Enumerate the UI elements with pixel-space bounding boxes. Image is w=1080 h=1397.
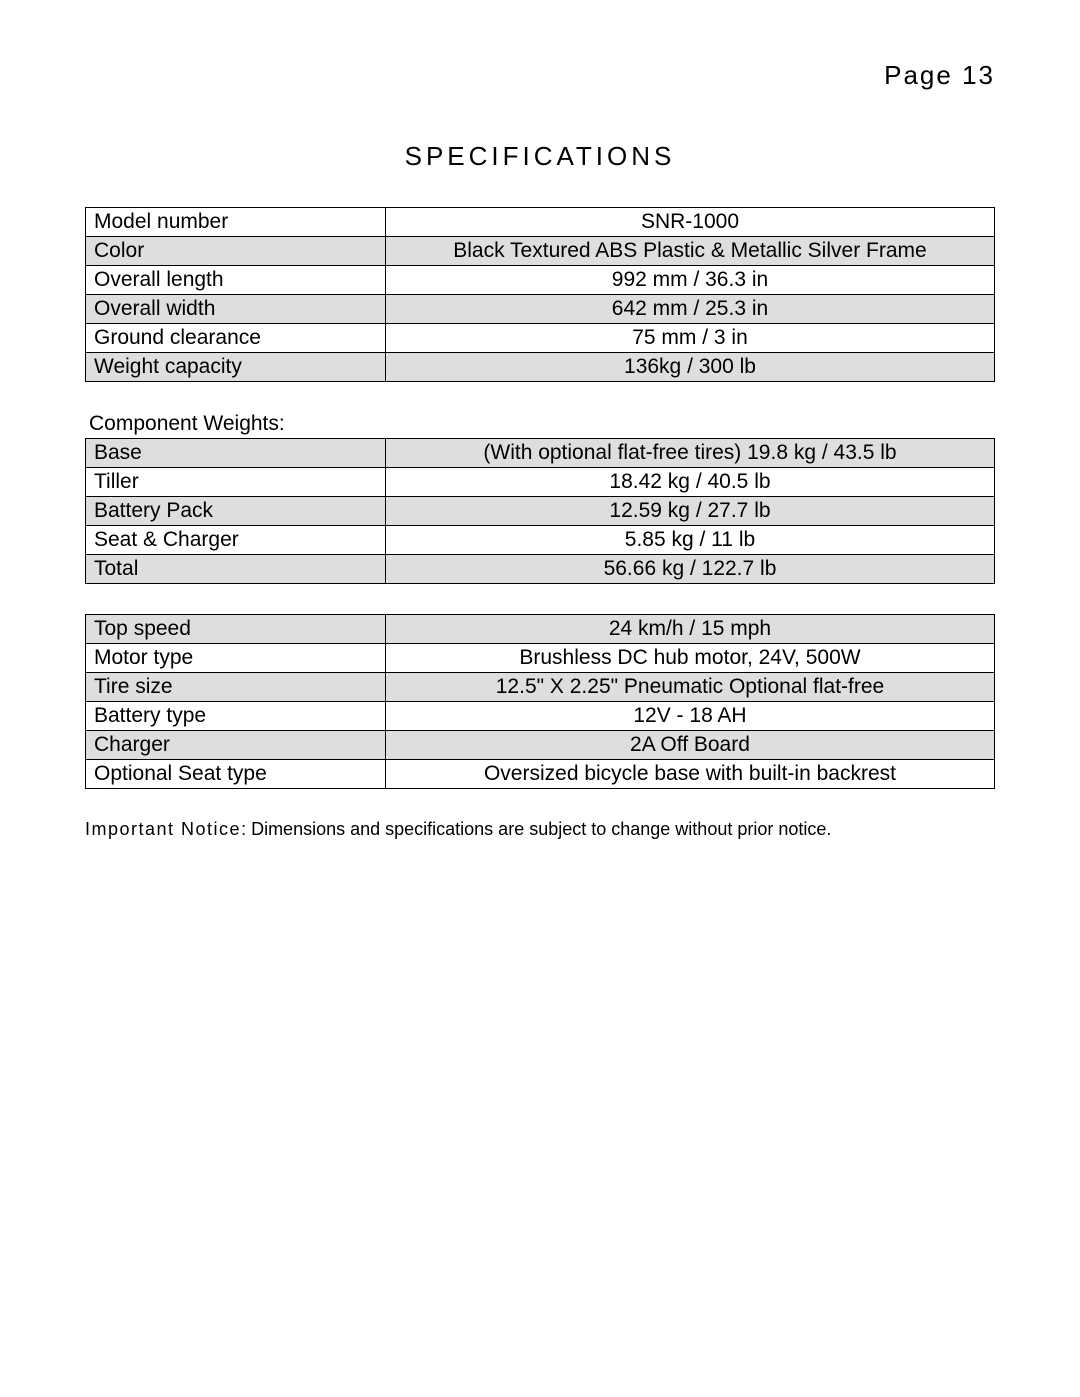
spec-value: 992 mm / 36.3 in: [385, 266, 994, 295]
spec-value: 5.85 kg / 11 lb: [385, 526, 994, 555]
component-weights-label: Component Weights:: [85, 412, 995, 436]
spec-value: 56.66 kg / 122.7 lb: [385, 555, 994, 584]
notice-label: Important Notice: [85, 819, 241, 839]
important-notice: Important Notice: Dimensions and specifi…: [85, 819, 995, 840]
spec-value: 75 mm / 3 in: [385, 324, 994, 353]
spec-value: 18.42 kg / 40.5 lb: [385, 468, 994, 497]
table-row: Battery type12V - 18 AH: [86, 702, 995, 731]
spec-label: Overall length: [86, 266, 386, 295]
table-row: Seat & Charger5.85 kg / 11 lb: [86, 526, 995, 555]
table-row: Tire size12.5" X 2.25" Pneumatic Optiona…: [86, 673, 995, 702]
spec-label: Overall width: [86, 295, 386, 324]
spec-label: Optional Seat type: [86, 760, 386, 789]
spec-label: Color: [86, 237, 386, 266]
spec-value: 12.59 kg / 27.7 lb: [385, 497, 994, 526]
spec-value: 12V - 18 AH: [385, 702, 994, 731]
table-row: Top speed24 km/h / 15 mph: [86, 615, 995, 644]
spec-label: Tiller: [86, 468, 386, 497]
spec-label: Seat & Charger: [86, 526, 386, 555]
table-row: Optional Seat typeOversized bicycle base…: [86, 760, 995, 789]
spec-label: Motor type: [86, 644, 386, 673]
specifications-table-weights: Base(With optional flat-free tires) 19.8…: [85, 438, 995, 584]
table-row: Overall width642 mm / 25.3 in: [86, 295, 995, 324]
spec-label: Charger: [86, 731, 386, 760]
spec-label: Tire size: [86, 673, 386, 702]
spec-value: (With optional flat-free tires) 19.8 kg …: [385, 439, 994, 468]
table-row: Ground clearance75 mm / 3 in: [86, 324, 995, 353]
table-row: Model numberSNR-1000: [86, 208, 995, 237]
spec-value: Oversized bicycle base with built-in bac…: [385, 760, 994, 789]
spec-value: 136kg / 300 lb: [385, 353, 994, 382]
spec-label: Battery Pack: [86, 497, 386, 526]
notice-text: : Dimensions and specifications are subj…: [241, 819, 831, 839]
spec-label: Battery type: [86, 702, 386, 731]
table-row: Tiller18.42 kg / 40.5 lb: [86, 468, 995, 497]
table-row: ColorBlack Textured ABS Plastic & Metall…: [86, 237, 995, 266]
table-row: Weight capacity136kg / 300 lb: [86, 353, 995, 382]
table-row: Motor typeBrushless DC hub motor, 24V, 5…: [86, 644, 995, 673]
spec-label: Ground clearance: [86, 324, 386, 353]
specifications-table-performance: Top speed24 km/h / 15 mphMotor typeBrush…: [85, 614, 995, 789]
spec-value: 2A Off Board: [385, 731, 994, 760]
spec-value: Black Textured ABS Plastic & Metallic Si…: [385, 237, 994, 266]
specifications-table-general: Model numberSNR-1000ColorBlack Textured …: [85, 207, 995, 382]
spec-label: Top speed: [86, 615, 386, 644]
page-title: SPECIFICATIONS: [85, 141, 995, 172]
spec-value: SNR-1000: [385, 208, 994, 237]
table-row: Total56.66 kg / 122.7 lb: [86, 555, 995, 584]
table-row: Base(With optional flat-free tires) 19.8…: [86, 439, 995, 468]
table-row: Charger2A Off Board: [86, 731, 995, 760]
page-number: Page 13: [85, 60, 995, 91]
spec-value: 12.5" X 2.25" Pneumatic Optional flat-fr…: [385, 673, 994, 702]
spec-label: Base: [86, 439, 386, 468]
spec-label: Model number: [86, 208, 386, 237]
spec-value: 24 km/h / 15 mph: [385, 615, 994, 644]
table-row: Battery Pack12.59 kg / 27.7 lb: [86, 497, 995, 526]
spec-value: Brushless DC hub motor, 24V, 500W: [385, 644, 994, 673]
spec-label: Total: [86, 555, 386, 584]
spec-label: Weight capacity: [86, 353, 386, 382]
spec-value: 642 mm / 25.3 in: [385, 295, 994, 324]
table-row: Overall length992 mm / 36.3 in: [86, 266, 995, 295]
